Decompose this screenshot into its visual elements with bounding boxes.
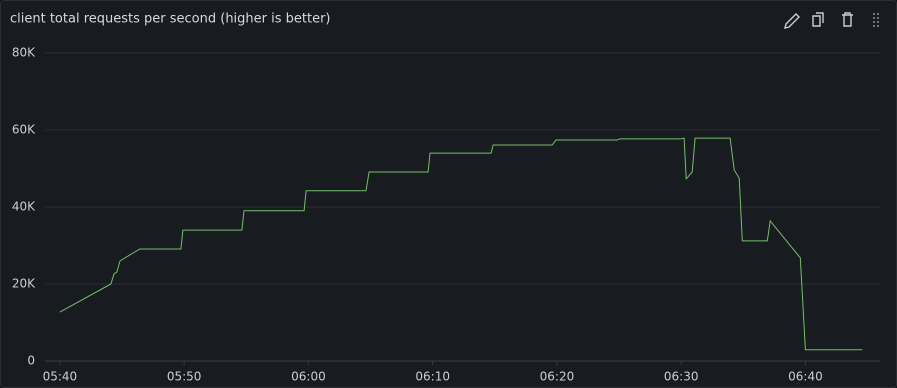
duplicate-icon[interactable] [812,12,824,27]
edit-icon[interactable] [784,13,800,29]
x-tick-label: 05:40 [43,370,78,384]
y-tick-label: 0 [27,354,35,368]
series-line [59,137,863,351]
delete-icon[interactable] [842,12,853,27]
x-tick-label: 06:30 [664,370,699,384]
panel-toolbar [784,12,879,29]
x-tick-label: 06:20 [540,370,575,384]
x-tick-label: 06:00 [291,370,326,384]
y-tick-label: 60K [12,123,36,137]
x-tick-label: 06:10 [415,370,450,384]
drag-handle[interactable] [873,13,879,27]
y-tick-label: 80K [12,46,36,60]
y-tick-label: 20K [12,277,36,291]
x-tick-label: 05:50 [167,370,202,384]
y-tick-label: 40K [12,200,36,214]
x-tick-label: 06:40 [788,370,823,384]
chart-title: client total requests per second (higher… [10,12,331,27]
